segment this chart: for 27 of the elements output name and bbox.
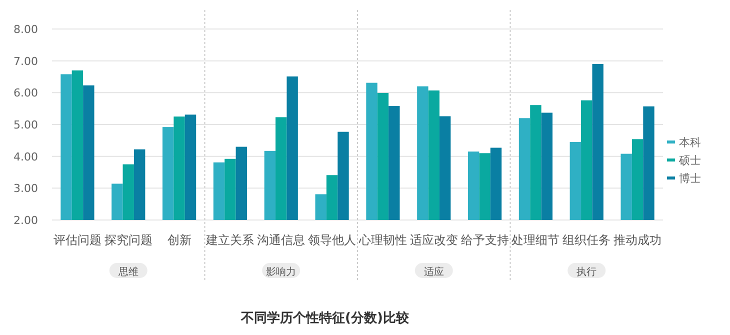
text: 执行 (576, 266, 597, 278)
text: 适应 (424, 266, 444, 278)
y-tick-label: 4.00 (14, 150, 38, 164)
x-tick-label: 探究问题 (104, 233, 152, 247)
x-tick-label: 沟通信息 (257, 233, 306, 247)
x-tick-label: 心理韧性 (358, 233, 407, 247)
legend-label: 博士 (679, 172, 701, 185)
x-tick-label: 处理细节 (512, 233, 560, 247)
y-tick-label: 7.00 (14, 54, 38, 68)
x-tick-label: 给予支持 (460, 233, 509, 247)
x-tick-label: 创新 (167, 233, 192, 247)
text: 不同学历个性特征(分数)比较 (240, 310, 410, 326)
legend-label: 本科 (679, 136, 701, 149)
legend-label: 硕士 (678, 154, 701, 167)
x-tick-label: 领导他人 (308, 233, 356, 247)
y-tick-label: 5.00 (14, 118, 38, 132)
y-tick-label: 8.00 (14, 23, 38, 36)
x-tick-label: 推动成功 (614, 233, 662, 247)
x-tick-label: 组织任务 (562, 233, 611, 247)
y-tick-label: 6.00 (14, 86, 38, 100)
y-tick-label: 2.00 (14, 214, 38, 227)
x-tick-label: 建立关系 (205, 233, 254, 247)
x-tick-label: 评估问题 (53, 233, 102, 247)
text: 思维 (117, 266, 138, 278)
x-tick-label: 适应改变 (410, 233, 458, 247)
y-tick-label: 3.00 (14, 182, 38, 196)
text: 影响力 (266, 266, 296, 278)
